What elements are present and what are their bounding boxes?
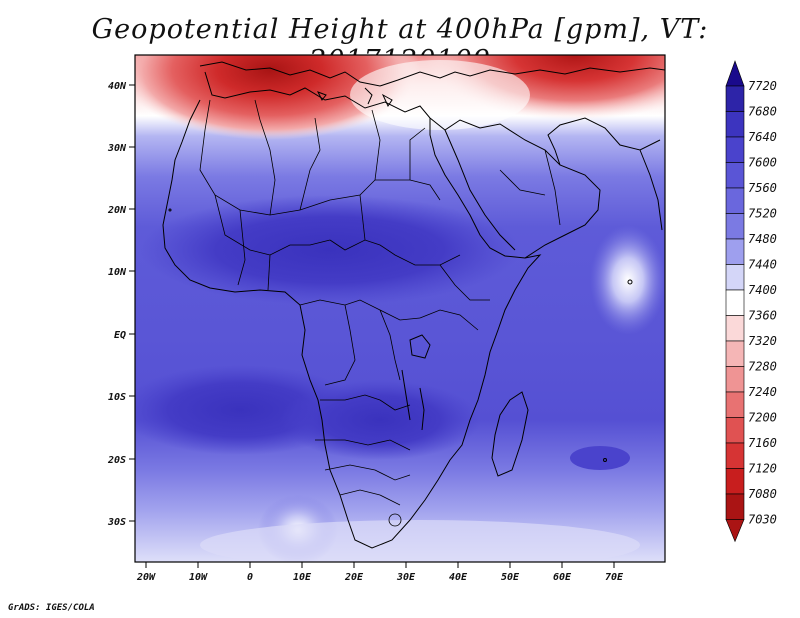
lat-tick-label: 20N [107,205,127,216]
lat-tick-label: 30N [107,143,127,154]
colorbar-level-label: 7600 [748,156,777,170]
lon-tick-label: 30E [396,572,416,583]
colorbar-level-label: 7080 [748,487,777,501]
height-field [135,55,665,562]
colorbar-cell [725,289,745,316]
colorbar-level-label: 7400 [748,283,777,297]
plot-frame [134,54,666,563]
latitude-axis: 40N 30N 20N 10N EQ 10S 20S 30S [107,81,135,528]
colorbar-level-label: 7720 [748,79,777,93]
colorbar-cell [725,391,745,418]
colorbar-level-label: 7360 [748,309,777,323]
colorbar-level-label: 7160 [748,436,777,450]
colorbar-cell [725,366,745,393]
lat-tick-label: 40N [108,81,127,92]
lat-tick-label: EQ [114,330,126,341]
colorbar-level-label: 7320 [748,334,777,348]
colorbar-cell [725,162,745,189]
colorbar-cell [725,213,745,240]
lat-tick-label: 10S [108,392,126,403]
colorbar-min-arrow [725,519,745,543]
lon-tick-label: 20W [136,572,156,583]
colorbar-cell [725,264,745,291]
colorbar: 7720 7680 7640 7600 7560 7520 7480 7440 7400 7360… [725,60,777,543]
grads-credit: GrADS: IGES/COLA [8,603,95,613]
lat-tick-label: 10N [108,267,127,278]
colorbar-level-label: 7680 [748,105,777,119]
colorbar-cell [725,315,745,342]
coastlines [162,61,665,549]
lon-tick-label: 40E [449,572,468,583]
colorbar-level-label: 7520 [748,207,777,221]
lon-tick-label: 20E [344,572,364,583]
colorbar-cell [725,111,745,138]
lat-tick-label: 20S [107,455,126,466]
lon-tick-label: 10E [293,572,312,583]
colorbar-cell [725,340,745,367]
colorbar-cell [725,442,745,469]
colorbar-level-label: 7030 [748,513,777,527]
colorbar-cell [725,493,745,520]
longitude-axis: 20W 10W 0 10E 20E 30E 40E 50E 60E 70E [136,562,624,583]
lon-tick-label: 10W [189,572,208,583]
colorbar-cell [725,417,745,444]
colorbar-cell [725,238,745,265]
colorbar-level-label: 7440 [748,258,777,272]
colorbar-level-label: 7280 [748,360,777,374]
colorbar-cell [725,136,745,163]
colorbar-max-arrow [725,60,745,87]
colorbar-level-label: 7120 [748,462,777,476]
lon-tick-label: 60E [553,572,572,583]
lon-tick-label: 50E [501,572,520,583]
colorbar-level-label: 7480 [748,232,777,246]
colorbar-level-label: 7640 [748,130,777,144]
colorbar-level-label: 7240 [748,385,777,399]
colorbar-cell [725,85,745,112]
colorbar-cell [725,468,745,495]
lon-tick-label: 70E [605,572,624,583]
colorbar-cell [725,187,745,214]
lat-tick-label: 30S [107,517,126,528]
colorbar-level-label: 7200 [748,411,777,425]
lon-tick-label: 0 [247,572,253,583]
colorbar-level-label: 7560 [748,181,777,195]
country-borders [199,99,561,527]
